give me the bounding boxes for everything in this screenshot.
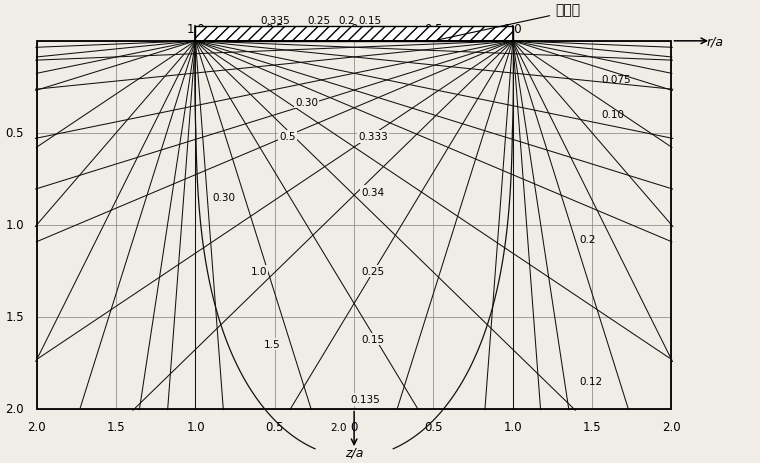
Bar <box>36 42 671 409</box>
Text: 0.15: 0.15 <box>362 334 385 344</box>
Text: 1.0: 1.0 <box>251 266 268 276</box>
Text: 0.30: 0.30 <box>295 97 318 107</box>
Text: 0.075: 0.075 <box>602 75 632 85</box>
Text: 2.0: 2.0 <box>5 402 24 415</box>
Text: 0.5: 0.5 <box>5 127 24 140</box>
Text: 0.10: 0.10 <box>602 110 625 120</box>
Text: 0.2: 0.2 <box>579 235 596 245</box>
Text: 1.5: 1.5 <box>263 339 280 350</box>
Text: 1.0: 1.0 <box>503 23 522 36</box>
Text: 1.0: 1.0 <box>5 219 24 232</box>
Text: 1.0: 1.0 <box>186 419 204 432</box>
Text: 2.0: 2.0 <box>330 422 347 432</box>
Text: 0: 0 <box>350 23 358 36</box>
Text: 1.5: 1.5 <box>5 311 24 324</box>
Text: 0.25: 0.25 <box>362 266 385 276</box>
Text: 0.15: 0.15 <box>359 16 382 26</box>
Text: 0.25: 0.25 <box>308 16 331 26</box>
Text: 0.5: 0.5 <box>265 23 284 36</box>
Text: 0.5: 0.5 <box>265 419 284 432</box>
Text: r/a: r/a <box>706 35 724 48</box>
Text: 2.0: 2.0 <box>27 419 46 432</box>
Text: 0.12: 0.12 <box>579 376 603 386</box>
Text: 1.5: 1.5 <box>107 419 125 432</box>
Text: 2.0: 2.0 <box>662 419 681 432</box>
Bar <box>195 27 513 42</box>
Text: 接触面: 接触面 <box>556 4 581 18</box>
Text: 0.5: 0.5 <box>424 419 442 432</box>
Text: 0.335: 0.335 <box>260 16 290 26</box>
Text: 0.30: 0.30 <box>213 193 236 203</box>
Text: z/a: z/a <box>345 445 363 458</box>
Text: 0.135: 0.135 <box>350 394 380 405</box>
Text: 0.2: 0.2 <box>338 16 354 26</box>
Text: 0.5: 0.5 <box>424 23 442 36</box>
Text: 1.0: 1.0 <box>186 23 204 36</box>
Text: 1.0: 1.0 <box>503 419 522 432</box>
Text: 0.5: 0.5 <box>279 132 296 142</box>
Text: 0.34: 0.34 <box>362 187 385 197</box>
Text: 0.333: 0.333 <box>358 132 388 142</box>
Text: 0: 0 <box>350 419 358 432</box>
Text: 1.5: 1.5 <box>583 419 601 432</box>
